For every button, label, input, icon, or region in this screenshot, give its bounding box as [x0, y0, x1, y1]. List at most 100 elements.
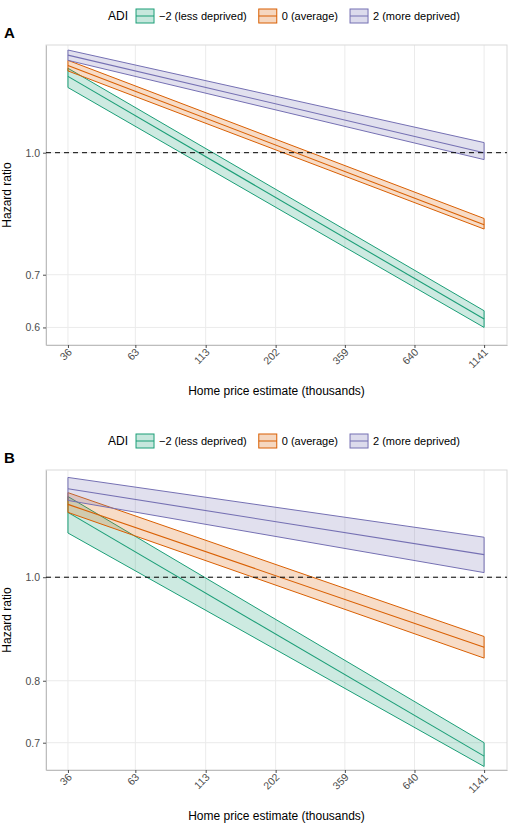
- grid-line-x: [484, 470, 485, 770]
- x-tick: 359: [330, 770, 351, 792]
- legend-key-line: [350, 441, 368, 442]
- y-axis: 0.7 0.8 1.0: [25, 471, 46, 771]
- grid-line-y: [46, 327, 507, 328]
- y-tick: 0.6: [25, 321, 46, 333]
- grid-line-y: [46, 152, 507, 153]
- grid-line-x: [344, 470, 345, 770]
- grid-line-y: [46, 274, 507, 275]
- y-tick: 0.8: [25, 675, 46, 687]
- legend-key: [259, 9, 277, 23]
- x-tick-mark: [414, 770, 415, 773]
- x-tick: 63: [125, 770, 142, 788]
- y-tick-label: 0.7: [25, 269, 40, 281]
- x-axis: 36 63 113 202 359 640 1141: [47, 770, 508, 795]
- y-tick: 1.0: [25, 147, 46, 159]
- x-tick-mark: [414, 345, 415, 348]
- x-tick: 1141: [466, 770, 491, 795]
- y-tick-label: 0.7: [25, 737, 40, 749]
- legend-key: [350, 434, 368, 448]
- x-tick-label: 36: [57, 771, 74, 788]
- confidence-band: [68, 477, 484, 572]
- legend-key: [136, 434, 154, 448]
- x-tick: 359: [330, 345, 351, 367]
- legend-title: ADI: [108, 434, 128, 448]
- x-tick-mark: [345, 770, 346, 773]
- legend-key-line: [259, 16, 277, 17]
- x-axis-title: Home price estimate (thousands): [188, 809, 365, 823]
- y-tick-label: 0.6: [25, 321, 40, 333]
- x-tick-mark: [484, 770, 485, 773]
- x-tick: 202: [261, 770, 282, 792]
- legend-key-line: [259, 441, 277, 442]
- y-axis: 0.6 0.7 1.0: [25, 46, 46, 346]
- legend: ADI −2 (less deprived) 0 (average) 2 (more …: [108, 9, 460, 23]
- plot-frame: [46, 470, 507, 770]
- x-tick-mark: [276, 345, 277, 348]
- x-tick-mark: [135, 770, 136, 773]
- x-tick: 36: [57, 345, 74, 363]
- y-tick: 0.7: [25, 737, 46, 749]
- legend-key-line: [350, 16, 368, 17]
- grid: [46, 470, 507, 770]
- marks: [46, 477, 507, 766]
- x-tick-mark: [206, 770, 207, 773]
- grid-line-y: [46, 742, 507, 743]
- x-tick-label: 1141: [466, 346, 491, 371]
- reference-line: [46, 152, 507, 153]
- y-tick-mark: [43, 153, 46, 154]
- x-tick-label: 359: [330, 771, 351, 792]
- x-tick-mark: [135, 345, 136, 348]
- y-axis-title: Hazard ratio: [0, 587, 14, 653]
- y-tick-label: 0.8: [25, 675, 40, 687]
- panel-title: A: [4, 24, 15, 41]
- legend-title: ADI: [108, 9, 128, 23]
- legend-item: −2 (less deprived): [136, 434, 247, 448]
- legend-label: 2 (more deprived): [373, 10, 460, 22]
- y-tick-label: 1.0: [25, 147, 40, 159]
- x-axis-line: [47, 345, 508, 346]
- y-tick-mark: [43, 577, 46, 578]
- grid-line-x: [484, 45, 485, 345]
- y-tick-mark: [43, 275, 46, 276]
- x-tick-label: 640: [400, 771, 421, 792]
- x-tick-label: 63: [125, 346, 142, 363]
- x-tick-mark: [68, 770, 69, 773]
- legend-key-line: [136, 16, 154, 17]
- series-line: [68, 489, 484, 555]
- legend-label: 0 (average): [282, 435, 338, 447]
- grid-line-x: [67, 45, 68, 345]
- x-tick-label: 1141: [466, 771, 491, 796]
- legend-item: −2 (less deprived): [136, 9, 247, 23]
- legend-label: 2 (more deprived): [373, 435, 460, 447]
- x-tick-label: 202: [261, 346, 282, 367]
- y-tick-label: 1.0: [25, 571, 40, 583]
- reference-line: [46, 577, 507, 578]
- x-tick: 63: [125, 345, 142, 363]
- x-tick: 36: [57, 770, 74, 788]
- y-axis-line: [46, 46, 47, 346]
- y-tick-mark: [43, 681, 46, 682]
- marks: [46, 50, 507, 327]
- x-axis-title: Home price estimate (thousands): [188, 384, 365, 398]
- figure: ADI −2 (less deprived) 0 (average) 2 (more …: [0, 0, 520, 825]
- legend-label: 0 (average): [282, 10, 338, 22]
- x-tick-mark: [484, 345, 485, 348]
- legend-item: 0 (average): [259, 434, 338, 448]
- x-tick-mark: [345, 345, 346, 348]
- x-tick: 202: [261, 345, 282, 367]
- x-tick: 113: [191, 770, 211, 791]
- y-tick: 0.7: [25, 269, 46, 281]
- x-tick-label: 202: [261, 771, 282, 792]
- x-tick: 640: [400, 345, 421, 367]
- y-tick: 1.0: [25, 571, 46, 583]
- panel-title: B: [4, 449, 15, 466]
- legend-key: [259, 434, 277, 448]
- x-tick-label: 113: [191, 771, 211, 791]
- legend-key: [350, 9, 368, 23]
- legend-label: −2 (less deprived): [159, 10, 247, 22]
- x-tick-label: 113: [191, 346, 211, 366]
- plot-frame: [46, 45, 507, 345]
- x-tick-mark: [276, 770, 277, 773]
- x-tick: 1141: [466, 345, 491, 370]
- panel: ADI −2 (less deprived) 0 (average) 2 (more …: [0, 434, 508, 823]
